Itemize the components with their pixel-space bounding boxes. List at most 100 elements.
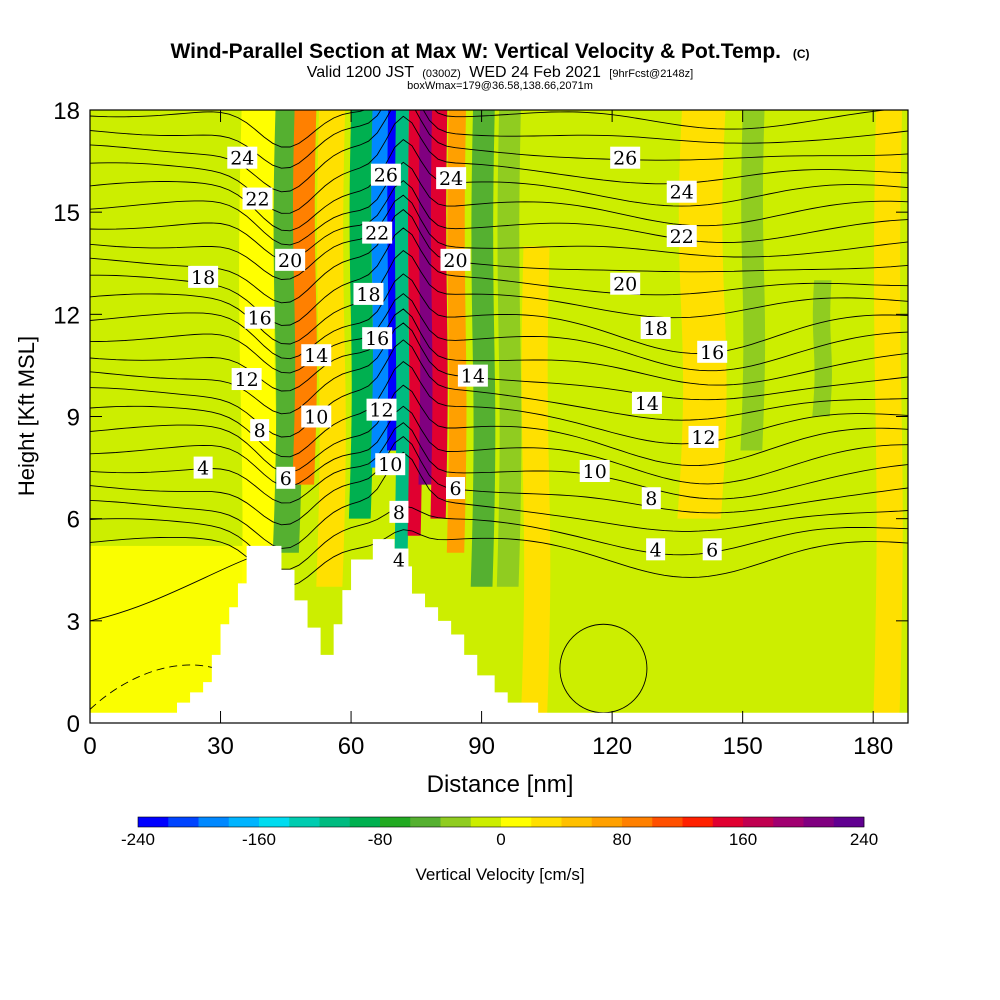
- x-tick-label-0: 0: [83, 733, 96, 760]
- x-tick-label-6: 180: [853, 733, 893, 760]
- svg-text:Wind-Parallel Section at Max W: Wind-Parallel Section at Max W: Vertical…: [170, 40, 809, 63]
- contour-label-29: 14: [635, 393, 659, 415]
- contour-label-bg-10: [276, 466, 296, 489]
- theta-contour-11: [90, 293, 908, 374]
- y-tick-label-6: 18: [53, 98, 80, 125]
- contour-label-24: 24: [670, 182, 694, 204]
- y-tick-label-0: 0: [67, 711, 80, 738]
- colorbar-swatch-11: [470, 817, 502, 827]
- theta-contour-9: [90, 322, 908, 415]
- theta-contour-0: [90, 529, 908, 587]
- contour-label-bg-13: [353, 282, 384, 305]
- colorbar-swatch-18: [682, 817, 714, 827]
- chart-title: Wind-Parallel Section at Max W: Vertical…: [170, 40, 781, 63]
- y-tick-label-2: 6: [67, 507, 80, 534]
- colorbar-label: Vertical Velocity [cm/s]: [415, 865, 584, 884]
- x-tick-label-1: 30: [207, 733, 234, 760]
- contour-label-bg-28: [697, 340, 728, 363]
- theta-contour-15: [90, 209, 908, 304]
- contour-label-bg-0: [227, 146, 258, 169]
- contour-label-25: 22: [670, 226, 694, 248]
- colorbar-swatch-21: [773, 817, 804, 827]
- theta-contour-1: [90, 505, 908, 570]
- contour-label-1: 22: [245, 189, 269, 211]
- contour-label-bg-25: [666, 225, 697, 248]
- theta-contour-14: [90, 227, 908, 326]
- theta-contour-3: [90, 436, 908, 526]
- theta-contour-19: [90, 139, 908, 232]
- theta-contour-7: [90, 361, 908, 458]
- contour-label-19: 24: [439, 168, 463, 190]
- velocity-band-16: [677, 110, 727, 519]
- colorbar: -240 -160 -80 0 80 160 240: [121, 816, 878, 849]
- colorbar-tick-1: -160: [242, 830, 276, 849]
- contour-label-bg-22: [445, 477, 465, 500]
- contour-label-bg-27: [640, 316, 671, 339]
- velocity-band-7: [394, 110, 410, 553]
- contour-label-bg-9: [193, 456, 213, 479]
- colorbar-swatch-16: [622, 817, 653, 827]
- svg-text:Valid 1200 JST (0300Z): Valid 1200 JST (0300Z) WED 24 Feb 2021 […: [307, 64, 693, 81]
- contour-label-34: 6: [706, 539, 718, 561]
- velocity-band-9: [418, 110, 434, 485]
- contour-label-bg-2: [275, 248, 306, 271]
- velocity-band-13: [496, 110, 522, 587]
- x-axis-label: Distance [nm]: [427, 771, 574, 798]
- contour-label-bg-3: [188, 265, 219, 288]
- contour-label-31: 10: [583, 461, 607, 483]
- contour-label-32: 8: [645, 488, 657, 510]
- y-tick-label-3: 9: [67, 405, 80, 432]
- contour-label-bg-4: [244, 306, 275, 329]
- x-tick-label-5: 150: [723, 733, 763, 760]
- theta-contour-13: [90, 250, 908, 345]
- theta-contour-8: [90, 339, 908, 438]
- terrain-mask: [90, 539, 908, 723]
- contour-label-6: 12: [235, 369, 259, 391]
- colorbar-swatch-10: [440, 817, 472, 827]
- colorbar-swatch-0: [138, 817, 169, 827]
- colorbar-swatch-9: [410, 817, 441, 827]
- velocity-band-2: [292, 110, 317, 485]
- contour-label-bg-30: [688, 425, 719, 448]
- contour-label-10: 6: [280, 468, 292, 490]
- contour-labels: 24 22 20 18 16 14 12 8 10 4 6 26 22 18 16 12 10 8 4 24 20 14 6…: [188, 146, 728, 572]
- colorbar-swatch-5: [289, 817, 320, 827]
- theta-contour-20: [90, 115, 908, 214]
- colorbar-tick-3: 0: [496, 830, 505, 849]
- colorbar-swatch-13: [531, 817, 562, 827]
- title-block: Wind-Parallel Section at Max W: Vertical…: [170, 40, 809, 92]
- x-tick-label-2: 60: [338, 733, 365, 760]
- contour-label-18: 4: [393, 550, 405, 572]
- subtitle-date: WED 24 Feb 2021: [469, 64, 601, 81]
- contour-label-14: 16: [365, 328, 389, 350]
- velocity-band-19: [873, 110, 903, 723]
- velocity-band-12: [470, 110, 496, 587]
- contour-label-bg-8: [301, 405, 332, 428]
- colorbar-swatch-20: [743, 817, 774, 827]
- y-axis-label: Height [Kft MSL]: [14, 336, 39, 496]
- theta-contour-2: [90, 451, 908, 549]
- theta-contour-5: [90, 405, 908, 487]
- contour-label-15: 12: [369, 400, 393, 422]
- y-axis-ticks: 0 3 6 9 12 15 18: [53, 98, 908, 738]
- contour-label-20: 20: [443, 250, 467, 272]
- contour-label-28: 16: [700, 342, 724, 364]
- colorbar-tick-0: -240: [121, 830, 155, 849]
- theta-contour-12: [90, 273, 908, 360]
- colorbar-swatch-2: [198, 817, 230, 827]
- velocity-band-18: [812, 280, 832, 417]
- y-tick-label-1: 3: [67, 609, 80, 636]
- contour-label-23: 26: [613, 148, 637, 170]
- contour-label-bg-15: [366, 398, 397, 421]
- contour-label-bg-18: [389, 548, 409, 571]
- colorbar-swatch-7: [349, 817, 381, 827]
- velocity-band-11: [446, 110, 467, 553]
- contour-label-bg-23: [610, 146, 641, 169]
- contour-label-bg-33: [646, 538, 666, 561]
- contour-label-bg-16: [375, 453, 406, 476]
- colorbar-swatch-15: [591, 817, 623, 827]
- colorbar-swatch-8: [380, 817, 411, 827]
- colorbar-tick-5: 160: [729, 830, 757, 849]
- contour-label-bg-26: [610, 272, 641, 295]
